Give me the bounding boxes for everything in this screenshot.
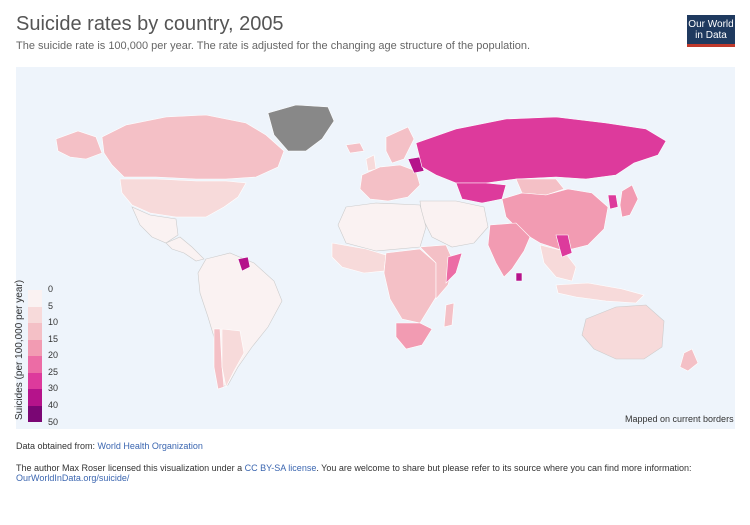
legend-swatch [28, 290, 42, 307]
map-region-alaska[interactable] [55, 130, 103, 160]
footer-source: Data obtained from: World Health Organiz… [16, 441, 203, 451]
map-region-russia[interactable] [415, 116, 667, 184]
map-region-laos-vietnam[interactable] [555, 234, 573, 258]
map-borders-note: Mapped on current borders [625, 414, 734, 424]
legend-item: 40 [28, 400, 68, 422]
map-region-sri-lanka[interactable] [515, 272, 523, 282]
legend-swatch [28, 306, 42, 323]
map-region-mongolia[interactable] [515, 178, 565, 196]
legend-item: 30 [28, 383, 68, 406]
owid-logo[interactable]: Our World in Data [687, 15, 735, 47]
map-region-indonesia[interactable] [555, 282, 645, 304]
source-link[interactable]: World Health Organization [97, 441, 203, 451]
map-region-canada[interactable] [101, 114, 285, 180]
legend-swatch [28, 389, 42, 406]
map-region-uk[interactable] [365, 154, 377, 172]
legend-label: 10 [48, 317, 59, 327]
map-region-guyana[interactable] [237, 256, 251, 272]
legend-label: 20 [48, 350, 59, 360]
legend-title: Suicides (per 100,000 per year) [14, 279, 25, 420]
map-region-central-america[interactable] [165, 236, 205, 262]
page-subtitle: The suicide rate is 100,000 per year. Th… [16, 40, 531, 52]
license-link[interactable]: CC BY-SA license [244, 463, 317, 473]
legend-item: 10 [28, 317, 68, 340]
map-region-argentina[interactable] [221, 328, 245, 388]
footer-license: The author Max Roser licensed this visua… [16, 463, 731, 483]
legend-swatch [28, 405, 42, 422]
legend-label: 25 [48, 366, 59, 377]
legend-label: 40 [48, 399, 59, 410]
map-region-central-africa[interactable] [383, 248, 437, 324]
map-region-south-africa[interactable] [395, 322, 433, 350]
legend-label: 30 [48, 383, 59, 393]
map-region-madagascar[interactable] [443, 302, 455, 328]
map-region-europe-west[interactable] [359, 164, 421, 202]
map-region-scandinavia[interactable] [385, 126, 415, 164]
map-region-new-zealand[interactable] [679, 348, 699, 372]
map-region-greenland[interactable] [267, 104, 335, 152]
legend-item: 20 [28, 350, 68, 373]
map-region-west-africa[interactable] [331, 242, 387, 274]
map-legend: 0 5 10 15 20 25 30 40 [28, 284, 68, 422]
logo-line-1: Our World [688, 19, 734, 30]
license-prefix: The author Max Roser licensed this visua… [16, 463, 245, 473]
map-region-east-africa[interactable] [419, 244, 455, 300]
map-region-japan[interactable] [619, 184, 639, 218]
map-region-north-africa[interactable] [337, 202, 427, 252]
map-region-chile[interactable] [213, 328, 225, 390]
world-map[interactable] [16, 67, 735, 429]
more-info-link[interactable]: OurWorldInData.org/suicide/ [16, 473, 130, 483]
map-region-mexico[interactable] [131, 206, 179, 244]
map-region-iceland[interactable] [345, 142, 365, 154]
legend-max-label: 50 [48, 417, 59, 427]
legend-label: 0 [48, 284, 54, 294]
legend-item: 15 [28, 334, 68, 356]
map-region-baltics[interactable] [407, 156, 425, 174]
legend-item: 0 [28, 284, 68, 307]
map-region-australia[interactable] [581, 304, 665, 360]
logo-accent-bar [687, 44, 735, 47]
map-panel [16, 67, 735, 429]
legend-item: 5 [28, 301, 68, 323]
map-region-india[interactable] [487, 222, 531, 278]
map-region-usa[interactable] [119, 178, 247, 218]
map-region-middle-east[interactable] [419, 200, 489, 248]
map-region-korea[interactable] [607, 194, 619, 210]
map-region-somalia[interactable] [445, 252, 463, 284]
legend-item: 25 [28, 367, 68, 389]
source-prefix: Data obtained from: [16, 441, 98, 451]
license-suffix: . You are welcome to share but please re… [316, 463, 692, 473]
legend-swatch [28, 372, 42, 389]
page-title: Suicide rates by country, 2005 [16, 13, 284, 35]
map-region-kazakhstan[interactable] [455, 182, 507, 204]
legend-swatch [28, 356, 42, 373]
legend-swatch [28, 323, 42, 340]
legend-swatch [28, 339, 42, 356]
map-region-south-america[interactable] [197, 252, 283, 388]
legend-label: 15 [48, 333, 59, 344]
legend-label: 5 [48, 300, 54, 311]
logo-line-2: in Data [695, 30, 727, 41]
